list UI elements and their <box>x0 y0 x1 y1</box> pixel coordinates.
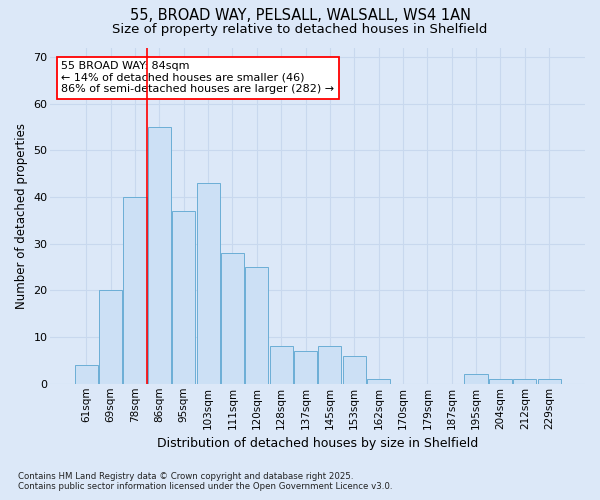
Y-axis label: Number of detached properties: Number of detached properties <box>15 122 28 308</box>
Bar <box>148 127 171 384</box>
Text: 55 BROAD WAY: 84sqm
← 14% of detached houses are smaller (46)
86% of semi-detach: 55 BROAD WAY: 84sqm ← 14% of detached ho… <box>61 61 334 94</box>
Bar <box>172 211 196 384</box>
Bar <box>269 346 293 384</box>
Bar <box>343 356 366 384</box>
Bar <box>464 374 488 384</box>
Bar <box>99 290 122 384</box>
Text: Contains HM Land Registry data © Crown copyright and database right 2025.
Contai: Contains HM Land Registry data © Crown c… <box>18 472 392 491</box>
Bar <box>124 197 146 384</box>
Bar <box>221 253 244 384</box>
Text: 55, BROAD WAY, PELSALL, WALSALL, WS4 1AN: 55, BROAD WAY, PELSALL, WALSALL, WS4 1AN <box>130 8 470 22</box>
Bar <box>538 379 561 384</box>
Bar <box>197 183 220 384</box>
Bar <box>513 379 536 384</box>
Bar <box>319 346 341 384</box>
Bar <box>367 379 390 384</box>
Bar <box>75 365 98 384</box>
X-axis label: Distribution of detached houses by size in Shelfield: Distribution of detached houses by size … <box>157 437 478 450</box>
Bar <box>245 267 268 384</box>
Bar <box>294 351 317 384</box>
Bar <box>489 379 512 384</box>
Text: Size of property relative to detached houses in Shelfield: Size of property relative to detached ho… <box>112 22 488 36</box>
